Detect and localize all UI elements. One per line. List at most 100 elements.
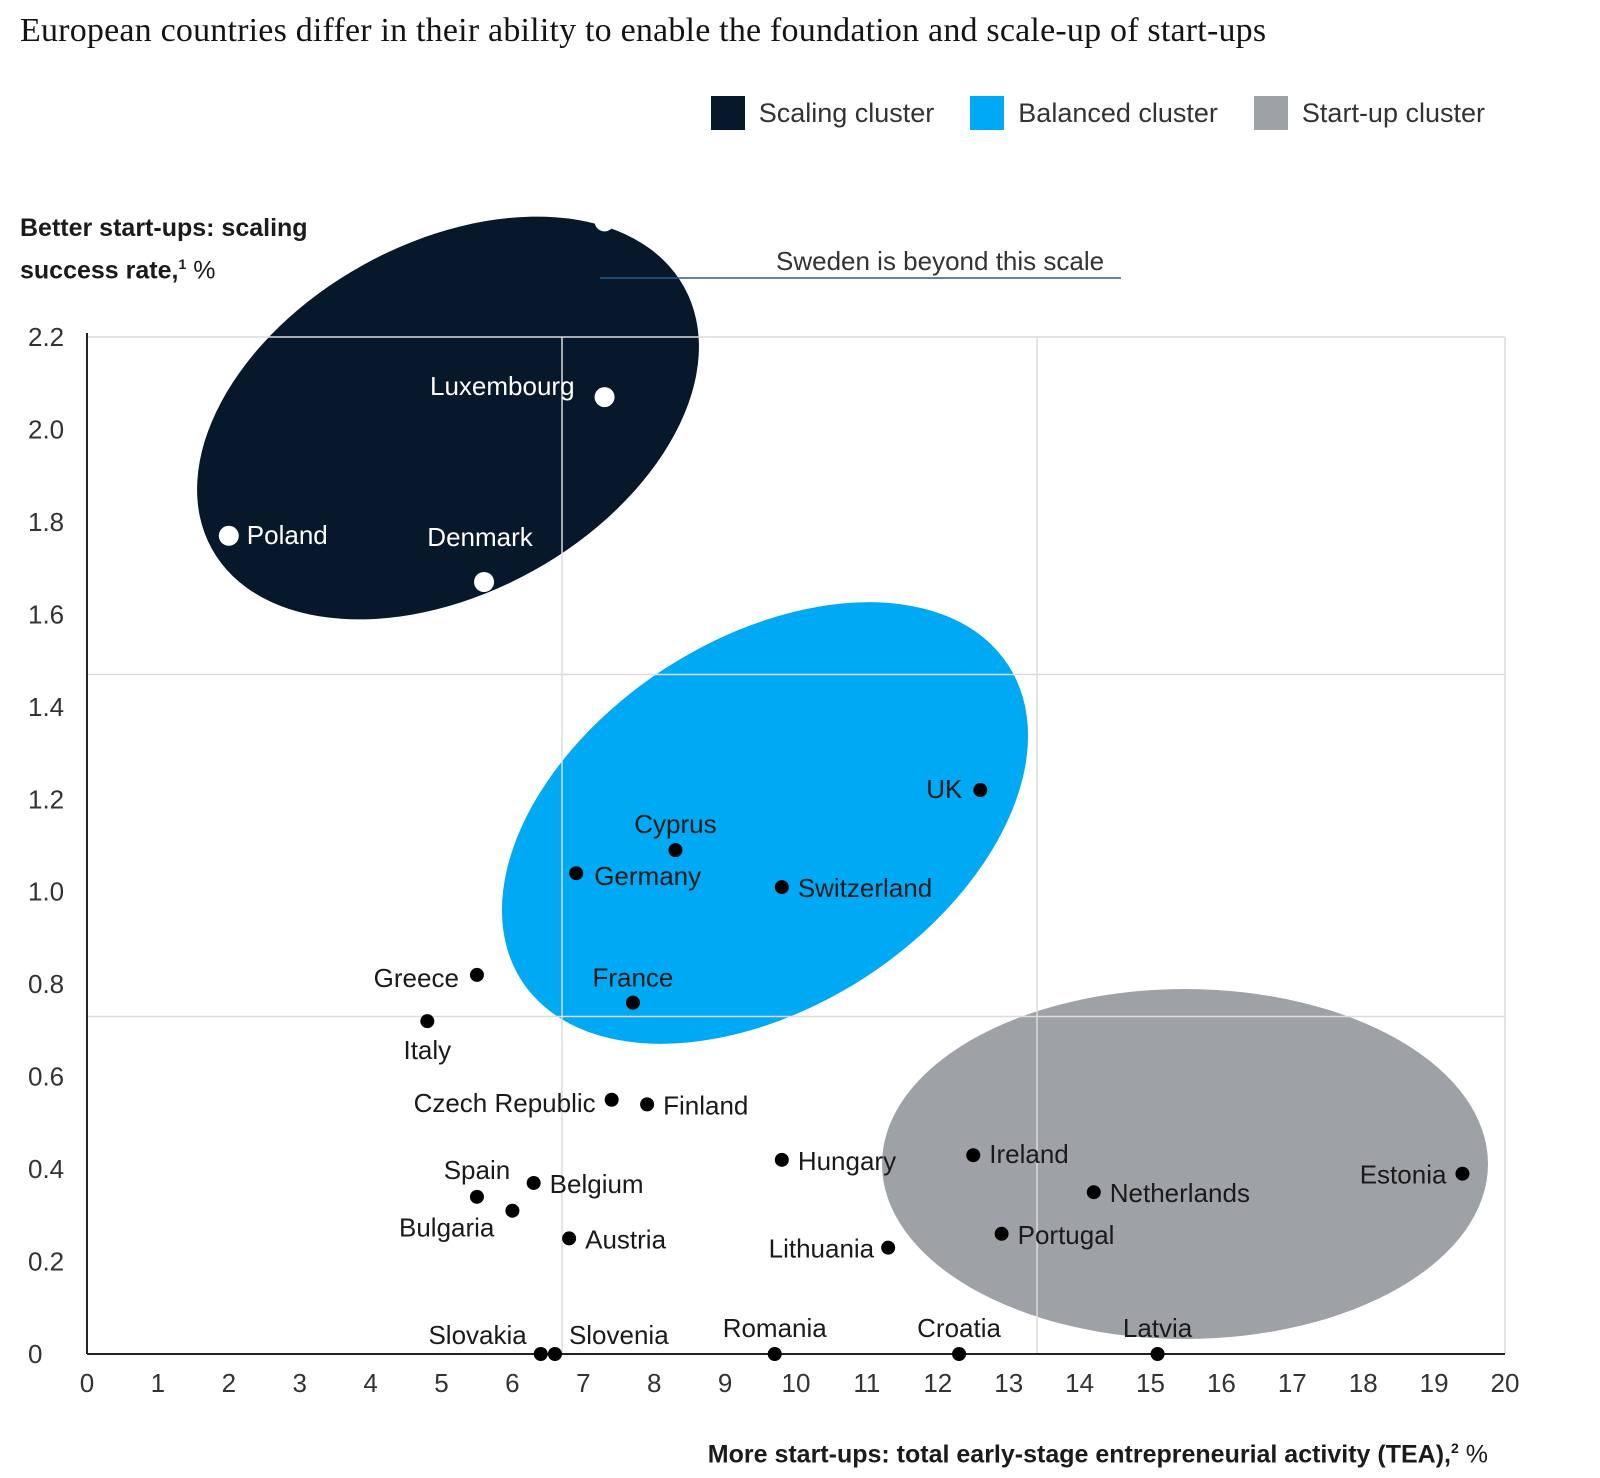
label-poland: Poland: [247, 520, 328, 550]
x-axis-footnote: 2: [1451, 1440, 1459, 1456]
sweden-annotation: Sweden is beyond this scale: [600, 246, 1121, 279]
sweden-annotation-text: Sweden is beyond this scale: [776, 246, 1104, 276]
x-tick-label: 7: [576, 1368, 590, 1398]
label-lithuania: Lithuania: [769, 1234, 875, 1264]
x-tick-label: 19: [1420, 1368, 1449, 1398]
legend-label-balanced: Balanced cluster: [1018, 97, 1218, 128]
point-estonia: [1455, 1166, 1470, 1181]
y-tick-label: 1.2: [28, 784, 64, 814]
x-tick-label: 14: [1065, 1368, 1094, 1398]
label-uk: UK: [926, 774, 963, 804]
y-tick-label: 1.0: [28, 877, 64, 907]
y-tick-label: 0.2: [28, 1247, 64, 1277]
point-ireland: [966, 1148, 981, 1163]
point-sweden: [594, 211, 615, 232]
y-axis-label: Better start-ups: scaling success rate,1…: [20, 210, 340, 288]
legend-label-scaling: Scaling cluster: [758, 97, 935, 128]
data-points: Luxembourg Poland Denmark UK Cyprus Germany Sw…: [218, 211, 1470, 1361]
point-belgium: [526, 1175, 541, 1190]
point-portugal: [994, 1226, 1009, 1241]
y-tick-label: 0.6: [28, 1062, 64, 1092]
y-tick-label: 0: [28, 1339, 42, 1369]
x-tick-label: 9: [718, 1368, 732, 1398]
label-belgium: Belgium: [550, 1169, 644, 1199]
label-romania: Romania: [723, 1313, 828, 1343]
point-italy: [420, 1014, 435, 1029]
x-tick-label: 17: [1278, 1368, 1307, 1398]
legend-item-startup: Start-up cluster: [1253, 96, 1485, 130]
balanced-cluster-ellipse: [501, 602, 1029, 1044]
point-cyprus: [668, 843, 683, 858]
x-tick-label: 3: [292, 1368, 306, 1398]
legend-item-scaling: Scaling cluster: [710, 96, 935, 130]
point-lithuania: [881, 1240, 896, 1255]
point-hungary: [774, 1152, 789, 1167]
point-romania: [767, 1347, 782, 1361]
y-tick-label: 0.4: [28, 1154, 64, 1184]
y-axis-unit: %: [193, 256, 216, 285]
chart-title: European countries differ in their abili…: [20, 12, 1267, 49]
point-latvia: [1150, 1347, 1165, 1361]
y-tick-label: 1.4: [28, 692, 64, 722]
label-slovenia: Slovenia: [569, 1320, 669, 1350]
label-croatia: Croatia: [917, 1313, 1001, 1343]
legend: Scaling cluster Balanced cluster Start-u…: [710, 96, 1485, 130]
label-latvia: Latvia: [1123, 1313, 1193, 1343]
x-axis-unit: %: [1465, 1440, 1488, 1469]
x-axis-label-text: More start-ups: total early-stage entrep…: [707, 1440, 1452, 1469]
y-tick-label: 1.6: [28, 599, 64, 629]
x-tick-label: 8: [647, 1368, 661, 1398]
x-tick-label: 11: [853, 1368, 880, 1398]
x-tick-label: 1: [151, 1368, 165, 1398]
label-portugal: Portugal: [1018, 1220, 1115, 1250]
point-slovenia: [547, 1347, 562, 1361]
x-tick-label: 10: [782, 1368, 811, 1398]
x-tick-label: 12: [923, 1368, 952, 1398]
legend-item-balanced: Balanced cluster: [970, 96, 1218, 130]
y-axis-footnote: 1: [178, 256, 187, 272]
label-denmark: Denmark: [427, 522, 533, 552]
startup-cluster-ellipse: [882, 989, 1488, 1339]
axes: 0 1 2 3 4 5 6 7 8 9 10 11 12 13 14 15 16 17 18 19 2000.20.40…: [28, 322, 1519, 1398]
label-netherlands: Netherlands: [1110, 1178, 1250, 1208]
x-tick-label: 5: [434, 1368, 448, 1398]
label-switzerland: Switzerland: [798, 873, 932, 903]
y-tick-label: 1.8: [28, 507, 64, 537]
point-czech-republic: [604, 1092, 619, 1107]
label-greece: Greece: [374, 963, 459, 993]
legend-swatch-scaling: [710, 96, 745, 130]
x-tick-label: 13: [994, 1368, 1023, 1398]
point-switzerland: [774, 880, 789, 895]
x-tick-label: 0: [80, 1368, 94, 1398]
point-poland: [218, 525, 239, 546]
x-tick-label: 2: [222, 1368, 236, 1398]
point-slovakia: [533, 1347, 548, 1361]
x-tick-label: 18: [1349, 1368, 1378, 1398]
x-tick-label: 4: [363, 1368, 377, 1398]
label-italy: Italy: [403, 1035, 451, 1065]
cluster-ellipses: [197, 216, 1488, 1339]
label-hungary: Hungary: [798, 1146, 896, 1176]
label-estonia: Estonia: [1360, 1160, 1447, 1190]
y-tick-label: 0.8: [28, 969, 64, 999]
label-cyprus: Cyprus: [634, 809, 716, 839]
point-uk: [973, 783, 988, 798]
point-france: [625, 995, 640, 1010]
label-austria: Austria: [585, 1224, 666, 1254]
x-tick-label: 6: [505, 1368, 519, 1398]
point-austria: [562, 1231, 577, 1246]
grid: [87, 336, 1506, 1354]
y-tick-label: 2.2: [28, 322, 64, 352]
label-france: France: [592, 963, 673, 993]
x-tick-label: 15: [1136, 1368, 1165, 1398]
label-bulgaria: Bulgaria: [399, 1213, 495, 1243]
label-czech-republic: Czech Republic: [414, 1088, 596, 1118]
point-netherlands: [1086, 1185, 1101, 1200]
label-spain: Spain: [444, 1155, 511, 1185]
label-finland: Finland: [663, 1090, 748, 1120]
label-germany: Germany: [594, 861, 701, 891]
point-germany: [569, 866, 584, 881]
point-denmark: [474, 572, 495, 593]
label-luxembourg: Luxembourg: [430, 371, 575, 401]
